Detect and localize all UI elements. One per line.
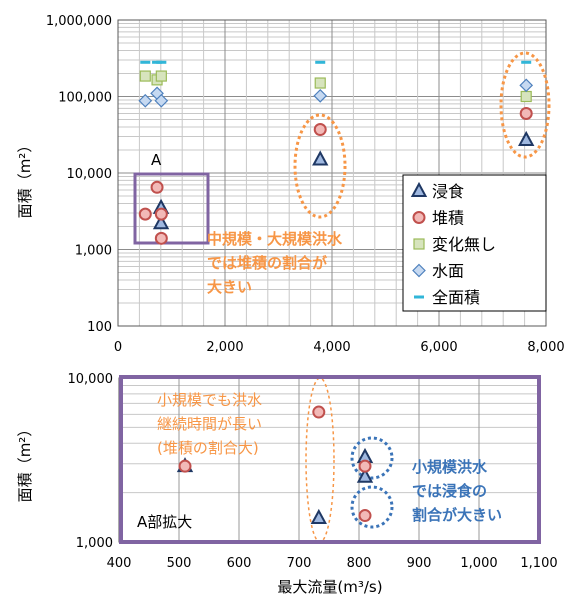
bottom-y-tick-label: 1,000 [76,536,113,551]
inset-frame [119,375,541,544]
top-note-line-1: 中規模・大規模洪水 [207,230,343,248]
top-unchanged-point [139,70,151,82]
top-deposition-point [519,106,533,120]
top-erosion-point [518,130,535,147]
top-erosion-point [152,214,170,230]
bottom-x-tick-label: 1,100 [520,556,557,571]
top-x-tick-label: 8,000 [527,340,564,355]
bottom-y-axis-title: 面積（m²） [16,422,34,503]
bottom-note-b-line-3: 割合が大きい [412,506,502,524]
bottom-chart: A部拡大 小規模でも洪水 継続時間が長い (堆積の割合大) 小規模洪水 では浸食… [16,372,558,596]
bottom-note-a-line-2: 継続時間が長い [157,415,262,433]
top-unchanged-point [155,70,167,82]
bottom-deposition-point [358,459,372,473]
top-deposition-point [313,123,327,137]
bottom-note-a: 小規模でも洪水 継続時間が長い (堆積の割合大) [157,391,262,457]
top-y-tick-label: 1,000 [75,244,112,259]
bottom-note-a-line-3: (堆積の割合大) [157,439,259,457]
legend-marker-unchanged [413,238,425,250]
bottom-marks [176,405,374,525]
bottom-grid [119,378,539,542]
bottom-x-tick-label: 800 [347,556,372,571]
top-marks [138,60,535,245]
top-deposition-point [150,180,164,194]
top-note: 中規模・大規模洪水 では堆積の割合が 大きい [207,230,343,296]
legend-label-erosion: 浸食 [432,182,464,201]
top-unchanged-point [520,90,532,103]
legend-marker-deposition [412,211,426,224]
region-a-label: A [151,151,162,169]
top-plot-frame [117,19,547,327]
top-note-line-2: では堆積の割合が [207,254,328,272]
top-x-tick-label: 0 [114,340,122,355]
bottom-x-tick-label: 1,000 [460,556,497,571]
bottom-x-tick-label: 600 [227,556,252,571]
mid-flood-ellipse [293,113,347,219]
small-flood-circle-upper [350,436,394,480]
top-deposition-point [154,207,168,221]
top-water-point [313,88,328,103]
top-y-tick-label: 100,000 [58,91,112,106]
bottom-note-b-line-1: 小規模洪水 [412,458,488,476]
top-x-tick-label: 6,000 [420,340,457,355]
top-note-line-3: 大きい [207,278,252,296]
top-plot-border [117,19,547,327]
legend-label-water: 水面 [432,262,464,281]
bottom-x-tick-label: 700 [287,556,312,571]
top-y-axis-title: 面積（m²） [16,138,34,219]
top-unchanged-point [314,77,326,89]
top-deposition-point [138,207,152,221]
legend-box [402,174,547,312]
large-flood-ellipse [499,51,551,159]
legend-marker-erosion [410,181,428,197]
bottom-x-tick-label: 900 [407,556,432,571]
top-y-tick-label: 100 [87,320,112,335]
legend-marker-water [412,263,426,278]
top-overlays: A 中規模・大規模洪水 では堆積の割合が 大きい [133,51,551,296]
small-flood-circle-lower [350,485,394,529]
top-y-tick-label: 10,000 [67,167,113,182]
top-x-tick-label: 2,000 [206,340,243,355]
legend-label-deposition: 堆積 [432,209,464,228]
legend-label-total: 全面積 [432,288,480,307]
bottom-deposition-point [178,459,192,473]
top-erosion-point [312,150,329,166]
bottom-x-tick-label: 400 [107,556,132,571]
bottom-axes: 1,000 10,000 400 500 600 700 800 900 1,000 1,100 [68,372,558,571]
top-y-tick-label: 1,000,000 [46,14,112,29]
bottom-note-a-line-1: 小規模でも洪水 [157,391,262,409]
bottom-x-tick-label: 500 [167,556,192,571]
region-a-box [133,172,210,245]
top-x-tick-label: 4,000 [313,340,350,355]
bottom-y-tick-label: 10,000 [68,372,114,387]
bottom-note-b-line-2: では浸食の [412,482,487,500]
bottom-deposition-point [358,509,372,523]
top-water-point [154,93,169,108]
legend-label-unchanged: 変化無し [432,235,496,254]
top-deposition-point [154,231,168,245]
bottom-x-axis-title: 最大流量(m³/s) [277,578,382,596]
bottom-deposition-point [312,405,326,419]
bottom-overlays: A部拡大 小規模でも洪水 継続時間が長い (堆積の割合大) 小規模洪水 では浸食… [119,375,541,544]
bottom-erosion-point [310,508,327,525]
top-axes: 100 1,000 10,000 100,000 1,000,000 0 2,000 4,00… [46,14,565,355]
inset-label: A部拡大 [137,513,192,531]
top-water-point [519,78,534,93]
bottom-erosion-point [356,467,374,483]
top-water-point [138,93,153,108]
bottom-note-b: 小規模洪水 では浸食の 割合が大きい [412,458,502,524]
